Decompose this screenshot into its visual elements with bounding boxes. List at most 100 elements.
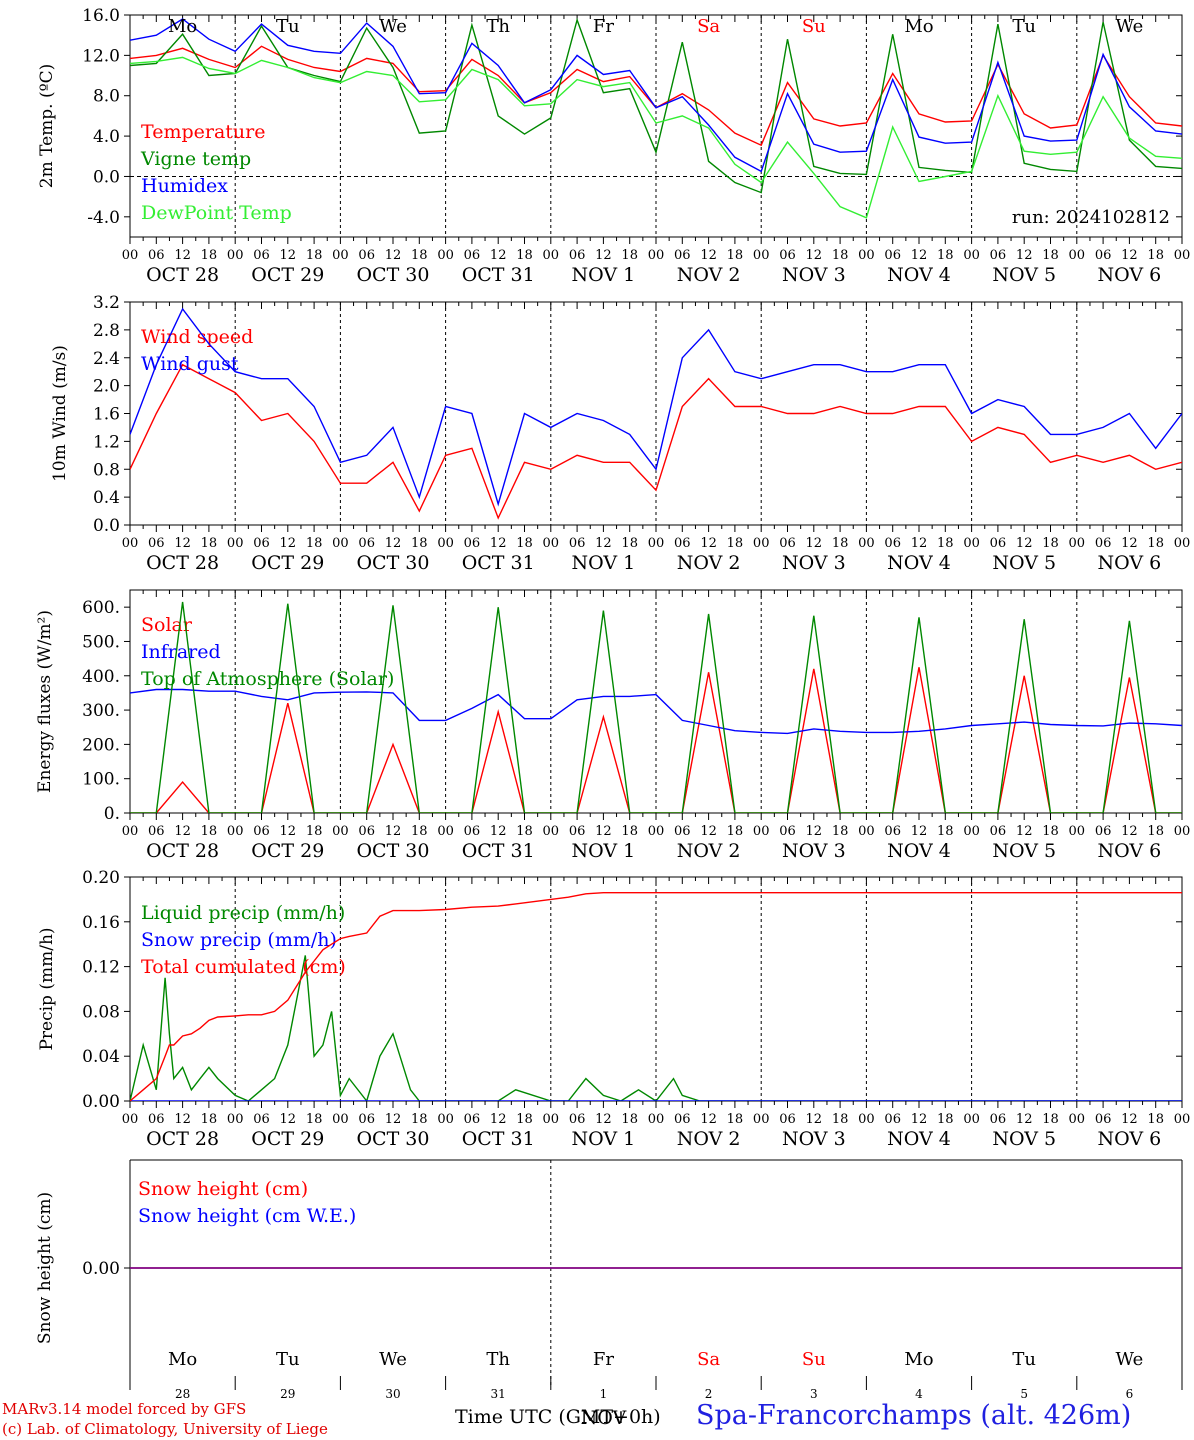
x-tick-label: 18 (621, 1112, 638, 1127)
x-tick-label: 00 (227, 824, 244, 839)
x-tick-label: 12 (595, 248, 612, 263)
x-tick-label: 06 (779, 1112, 796, 1127)
legend-humidex: Humidex (141, 175, 228, 197)
x-tick-label: 12 (1121, 248, 1138, 263)
day-number-label: 28 (175, 1387, 190, 1401)
series-line-wind-gust (130, 307, 1182, 507)
x-tick-label: 18 (1042, 824, 1059, 839)
x-tick-label: 06 (1095, 824, 1112, 839)
x-tick-label: 18 (937, 1112, 954, 1127)
x-date-label: NOV 1 (572, 552, 636, 574)
x-date-label: NOV 5 (992, 552, 1056, 574)
day-of-week-label: We (379, 16, 407, 37)
series-line-solar (130, 667, 1182, 813)
x-tick-label: 00 (437, 824, 454, 839)
x-tick-label: 18 (516, 248, 533, 263)
x-tick-label: 00 (858, 248, 875, 263)
x-date-label: NOV 5 (992, 840, 1056, 862)
x-date-label: OCT 31 (462, 264, 535, 286)
x-tick-label: 12 (595, 536, 612, 551)
day-of-week-label: Sa (697, 1349, 720, 1370)
x-date-label: NOV 3 (782, 264, 846, 286)
x-date-label: NOV 3 (782, 1128, 846, 1150)
y-tick-label: 16.0 (82, 6, 120, 26)
series-line-liquid-precip-mm-h- (130, 955, 1182, 1101)
x-tick-label: 06 (569, 824, 586, 839)
day-number-label: 31 (491, 1387, 506, 1401)
x-tick-label: 18 (937, 824, 954, 839)
day-of-week-label: Mo (904, 16, 933, 37)
legend-total-cumulated-cm-: Total cumulated (cm) (141, 956, 346, 978)
y-tick-label: 0.04 (82, 1047, 120, 1067)
x-tick-label: 18 (306, 824, 323, 839)
x-tick-label: 00 (1069, 1112, 1086, 1127)
x-tick-label: 00 (122, 824, 139, 839)
x-tick-label: 06 (569, 536, 586, 551)
month-label: NOV (581, 1407, 627, 1429)
x-tick-label: 18 (727, 248, 744, 263)
x-tick-label: 06 (358, 248, 375, 263)
x-tick-label: 06 (884, 536, 901, 551)
x-date-label: OCT 31 (462, 552, 535, 574)
legend-liquid-precip-mm-h-: Liquid precip (mm/h) (141, 902, 345, 924)
x-tick-label: 00 (753, 248, 770, 263)
x-tick-label: 06 (884, 1112, 901, 1127)
x-tick-label: 06 (990, 1112, 1007, 1127)
series-line-infrared (130, 688, 1182, 735)
legend-infrared: Infrared (141, 641, 221, 663)
y-tick-label: 0.4 (93, 488, 120, 508)
x-tick-label: 06 (358, 536, 375, 551)
x-tick-label: 00 (437, 536, 454, 551)
x-tick-label: 00 (648, 1112, 665, 1127)
x-tick-label: 06 (148, 1112, 165, 1127)
day-of-week-label: Mo (168, 1349, 197, 1370)
x-tick-label: 00 (1174, 824, 1191, 839)
x-tick-label: 00 (332, 248, 349, 263)
x-tick-label: 00 (858, 1112, 875, 1127)
x-tick-label: 12 (490, 824, 507, 839)
y-axis-label: Energy fluxes (W/m²) (35, 610, 55, 793)
x-date-label: OCT 29 (251, 264, 324, 286)
x-date-label: OCT 30 (356, 264, 429, 286)
x-date-label: NOV 6 (1098, 264, 1162, 286)
x-tick-label: 06 (884, 248, 901, 263)
x-tick-label: 18 (832, 1112, 849, 1127)
x-tick-label: 12 (911, 248, 928, 263)
x-date-label: NOV 3 (782, 552, 846, 574)
x-tick-label: 00 (543, 248, 560, 263)
day-of-week-label: We (1116, 16, 1144, 37)
x-date-label: NOV 5 (992, 264, 1056, 286)
x-tick-label: 00 (332, 824, 349, 839)
x-tick-label: 18 (937, 248, 954, 263)
x-date-label: OCT 31 (462, 840, 535, 862)
y-axis-label: 2m Temp. (ºC) (37, 64, 57, 189)
y-tick-label: 4.0 (93, 127, 120, 147)
x-date-label: NOV 4 (887, 552, 951, 574)
x-date-label: NOV 6 (1098, 552, 1162, 574)
x-date-label: OCT 29 (251, 840, 324, 862)
y-axis-label: Precip (mm/h) (37, 927, 57, 1050)
legend-snow-precip-mm-h-: Snow precip (mm/h) (141, 929, 337, 951)
x-tick-label: 12 (174, 536, 191, 551)
x-tick-label: 06 (779, 248, 796, 263)
day-of-week-label: Th (486, 16, 510, 37)
x-date-label: NOV 1 (572, 264, 636, 286)
x-tick-label: 06 (884, 824, 901, 839)
x-date-label: NOV 2 (677, 552, 741, 574)
y-tick-label: 2.8 (93, 321, 120, 341)
x-tick-label: 06 (148, 248, 165, 263)
y-tick-label: 0.0 (93, 516, 120, 536)
time-axis-title: Time UTC (GMT+0h) (455, 1406, 661, 1428)
x-date-label: OCT 28 (146, 1128, 219, 1150)
x-date-label: NOV 2 (677, 840, 741, 862)
series-line-vigne-temp (130, 17, 1182, 194)
x-date-label: OCT 30 (356, 840, 429, 862)
x-tick-label: 00 (648, 824, 665, 839)
x-date-label: NOV 6 (1098, 1128, 1162, 1150)
x-date-label: NOV 2 (677, 264, 741, 286)
x-tick-label: 06 (253, 824, 270, 839)
x-tick-label: 06 (358, 824, 375, 839)
day-of-week-label: Tu (276, 16, 300, 37)
x-date-label: OCT 30 (356, 552, 429, 574)
